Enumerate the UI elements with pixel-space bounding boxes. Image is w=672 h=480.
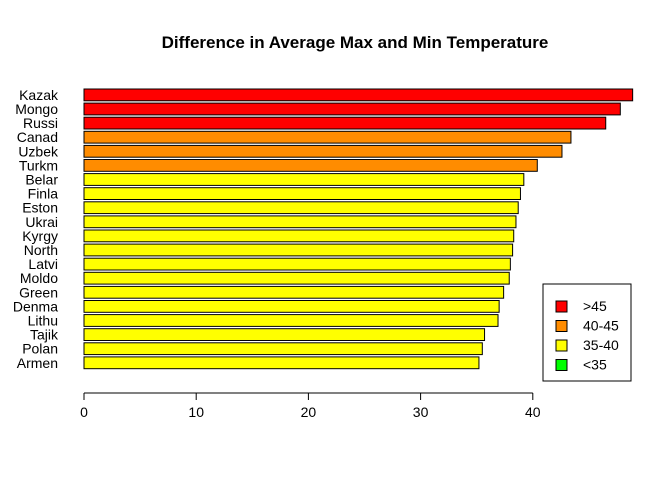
bar-lithu — [83, 314, 499, 327]
bar-finla — [83, 187, 521, 200]
legend-label: 35-40 — [583, 337, 619, 353]
x-tick-label: 40 — [525, 404, 541, 420]
bar-russi — [83, 116, 607, 130]
category-label: Armen — [17, 355, 58, 371]
bar-ukrai — [83, 215, 517, 229]
category-label: Polan — [22, 341, 58, 357]
category-label: North — [24, 242, 58, 258]
legend-swatch — [555, 339, 568, 352]
category-label: Moldo — [20, 270, 58, 286]
category-label: Turkm — [19, 157, 58, 173]
category-label: Uzbek — [18, 143, 59, 159]
bar-eston — [83, 201, 519, 215]
bar-belar — [83, 173, 525, 186]
legend-label: <35 — [583, 357, 607, 373]
category-label: Russi — [23, 115, 58, 131]
bars-group — [83, 88, 634, 370]
legend-swatch — [555, 300, 568, 313]
bar-polan — [83, 342, 483, 356]
category-label: Lithu — [28, 313, 58, 329]
category-label: Finla — [28, 186, 59, 202]
bar-canad — [83, 130, 572, 144]
category-label: Denma — [13, 298, 58, 314]
category-label: Kyrgy — [22, 228, 58, 244]
bar-kazak — [83, 88, 634, 102]
x-tick-label: 30 — [413, 404, 429, 420]
legend-label: 40-45 — [583, 318, 619, 334]
x-tick-label: 20 — [301, 404, 317, 420]
category-label: Eston — [22, 200, 58, 216]
legend-swatch — [555, 359, 568, 371]
category-label: Tajik — [30, 327, 59, 343]
category-label: Canad — [17, 129, 58, 145]
legend: >45 40-45 35-40 <35 — [542, 283, 632, 382]
category-label: Kazak — [19, 87, 59, 103]
x-axis: 0 10 20 30 40 — [80, 392, 541, 420]
category-label: Latvi — [28, 256, 58, 272]
bar-green — [83, 285, 505, 299]
legend-label: >45 — [583, 298, 607, 314]
category-label: Belar — [25, 172, 58, 188]
x-tick-label: 0 — [80, 404, 88, 420]
bar-tajik — [83, 328, 486, 342]
bar-moldo — [83, 271, 510, 285]
category-label: Mongo — [15, 101, 58, 117]
bar-latvi — [83, 257, 511, 271]
x-tick-label: 10 — [188, 404, 204, 420]
bar-turkm — [83, 159, 538, 172]
category-label: Ukrai — [25, 214, 58, 230]
legend-swatch — [555, 320, 568, 332]
bar-kyrgy — [83, 229, 515, 243]
chart-title: Difference in Average Max and Min Temper… — [162, 33, 549, 52]
category-label: Green — [19, 284, 58, 300]
bar-armen — [83, 356, 480, 370]
bar-uzbek — [83, 144, 563, 158]
bar-north — [83, 243, 514, 257]
category-labels: KazakMongoRussiCanadUzbekTurkmBelarFinla… — [13, 87, 59, 371]
bar-denma — [83, 300, 500, 313]
bar-mongo — [83, 102, 621, 116]
